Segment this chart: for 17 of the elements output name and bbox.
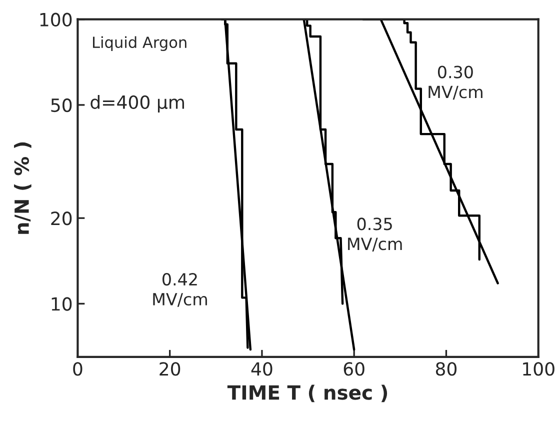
x-tick-label: 60 xyxy=(344,362,364,376)
x-tick-label: 0 xyxy=(73,362,82,376)
x-tick-label: 20 xyxy=(160,362,180,376)
x-tick-label: 100 xyxy=(523,362,554,376)
x-axis-title: TIME T ( nsec ) xyxy=(227,384,388,402)
y-axis-title: n/N ( % ) xyxy=(14,142,32,234)
annotation: Liquid Argon xyxy=(93,36,186,52)
x-tick-label: 40 xyxy=(251,362,272,376)
annotation: 0.35 MV/cm xyxy=(348,218,402,252)
annotation: 0.30 MV/cm xyxy=(428,66,482,100)
y-tick-label: 20 xyxy=(51,212,72,226)
y-tick-label: 50 xyxy=(51,98,72,112)
x-tick-label: 80 xyxy=(436,362,457,376)
y-tick-label: 10 xyxy=(52,297,72,311)
annotation: 0.42 MV/cm xyxy=(153,273,207,307)
annotation: d=400 µm xyxy=(90,95,184,112)
y-tick-label: 100 xyxy=(40,12,72,26)
